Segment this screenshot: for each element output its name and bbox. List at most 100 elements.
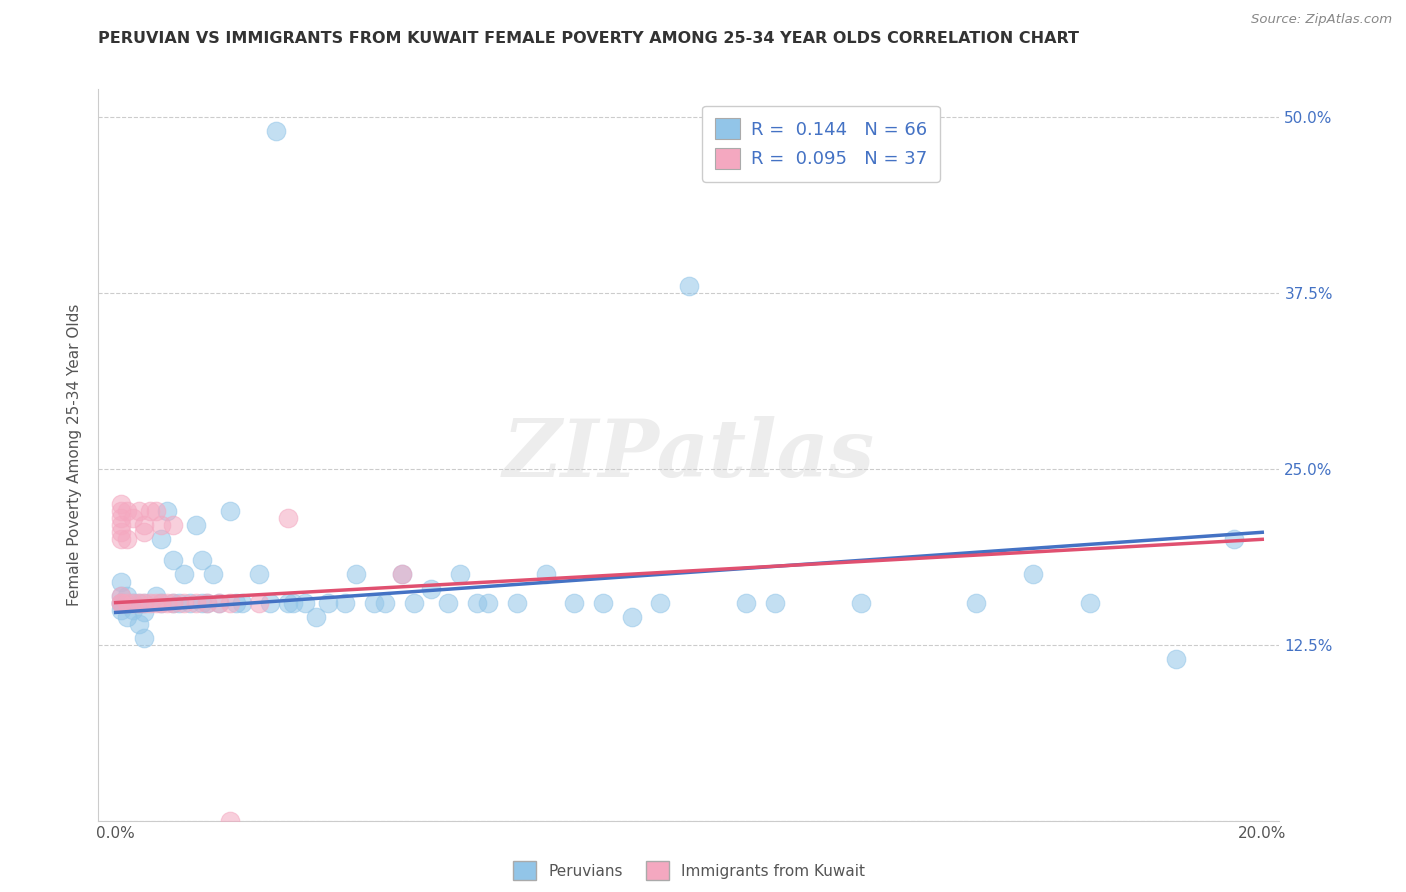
Point: [110, 518, 132, 533]
Point: [208, 596, 231, 610]
Point: [128, 504, 150, 518]
Point: [247, 596, 270, 610]
Point: [283, 596, 305, 610]
Point: [110, 596, 132, 610]
Point: [231, 596, 253, 610]
Point: [139, 504, 162, 518]
Point: [965, 596, 987, 610]
Point: [162, 596, 184, 610]
Point: [420, 582, 443, 596]
Point: [139, 596, 162, 610]
Point: [150, 518, 173, 533]
Point: [735, 596, 758, 610]
Point: [134, 518, 156, 533]
Point: [374, 596, 396, 610]
Point: [195, 596, 218, 610]
Point: [225, 596, 247, 610]
Point: [173, 567, 195, 582]
Point: [156, 504, 179, 518]
Point: [115, 609, 138, 624]
Point: [134, 596, 156, 610]
Point: [162, 518, 184, 533]
Point: [592, 596, 614, 610]
Point: [247, 567, 270, 582]
Point: [162, 553, 184, 567]
Point: [134, 631, 156, 645]
Point: [190, 553, 212, 567]
Point: [167, 596, 190, 610]
Point: [128, 616, 150, 631]
Point: [121, 596, 143, 610]
Point: [1078, 596, 1101, 610]
Point: [202, 567, 225, 582]
Point: [294, 596, 316, 610]
Point: [363, 596, 385, 610]
Point: [219, 596, 242, 610]
Y-axis label: Female Poverty Among 25-34 Year Olds: Female Poverty Among 25-34 Year Olds: [67, 304, 83, 606]
Point: [219, 814, 242, 828]
Point: [145, 504, 167, 518]
Point: [121, 596, 143, 610]
Point: [391, 567, 413, 582]
Text: Source: ZipAtlas.com: Source: ZipAtlas.com: [1251, 13, 1392, 27]
Point: [128, 596, 150, 610]
Point: [156, 596, 179, 610]
Point: [145, 596, 167, 610]
Point: [173, 596, 195, 610]
Point: [179, 596, 201, 610]
Text: ZIPatlas: ZIPatlas: [503, 417, 875, 493]
Point: [391, 567, 413, 582]
Point: [110, 596, 132, 610]
Point: [650, 596, 672, 610]
Point: [465, 596, 488, 610]
Point: [110, 533, 132, 547]
Text: PERUVIAN VS IMMIGRANTS FROM KUWAIT FEMALE POVERTY AMONG 25-34 YEAR OLDS CORRELAT: PERUVIAN VS IMMIGRANTS FROM KUWAIT FEMAL…: [98, 31, 1080, 46]
Point: [184, 596, 207, 610]
Point: [678, 279, 700, 293]
Point: [110, 602, 132, 616]
Point: [184, 518, 207, 533]
Point: [115, 533, 138, 547]
Point: [1222, 533, 1244, 547]
Point: [150, 533, 173, 547]
Point: [259, 596, 281, 610]
Point: [128, 596, 150, 610]
Point: [110, 511, 132, 525]
Point: [277, 511, 299, 525]
Point: [449, 567, 471, 582]
Point: [110, 589, 132, 603]
Point: [145, 589, 167, 603]
Point: [115, 504, 138, 518]
Point: [344, 567, 367, 582]
Point: [110, 504, 132, 518]
Point: [763, 596, 786, 610]
Point: [110, 525, 132, 540]
Point: [264, 124, 287, 138]
Point: [110, 497, 132, 511]
Point: [121, 511, 143, 525]
Point: [134, 525, 156, 540]
Point: [402, 596, 425, 610]
Point: [477, 596, 499, 610]
Point: [121, 602, 143, 616]
Legend: Peruvians, Immigrants from Kuwait: Peruvians, Immigrants from Kuwait: [508, 855, 870, 886]
Point: [333, 596, 356, 610]
Point: [1166, 652, 1188, 666]
Point: [620, 609, 643, 624]
Point: [1022, 567, 1045, 582]
Point: [110, 596, 132, 610]
Point: [849, 596, 872, 610]
Point: [562, 596, 585, 610]
Point: [134, 606, 156, 620]
Point: [110, 574, 132, 589]
Point: [134, 596, 156, 610]
Point: [115, 596, 138, 610]
Point: [506, 596, 529, 610]
Point: [208, 596, 231, 610]
Point: [190, 596, 212, 610]
Point: [110, 589, 132, 603]
Point: [195, 596, 218, 610]
Point: [316, 596, 339, 610]
Point: [277, 596, 299, 610]
Point: [219, 504, 242, 518]
